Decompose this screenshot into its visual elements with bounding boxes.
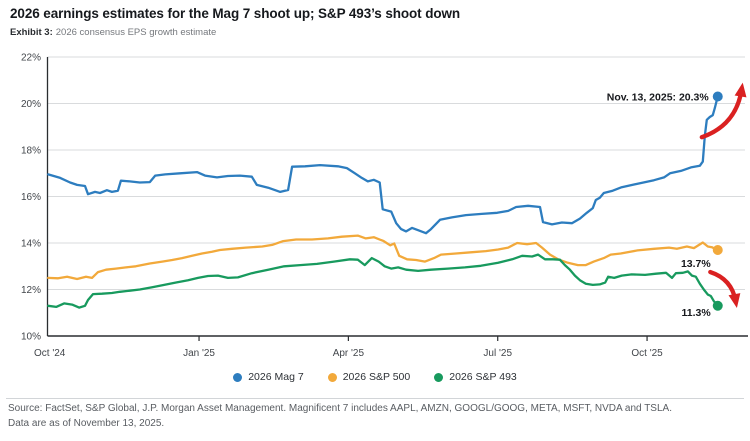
y-tick-label: 14% <box>21 239 41 250</box>
legend-dot-2026-s-p-500 <box>327 372 337 382</box>
x-tick-label: Apr '25 <box>333 348 365 359</box>
footer-divider <box>6 398 744 399</box>
x-tick-label: Jan '25 <box>183 348 215 359</box>
exhibit-label: Exhibit 3: <box>10 27 53 38</box>
series-line-2026-s-p-493 <box>47 253 719 309</box>
end-dot-2026-s-p-500 <box>712 244 723 255</box>
y-tick-label: 18% <box>21 146 41 157</box>
x-tick-label: Jul '25 <box>483 348 512 359</box>
y-tick-label: 20% <box>21 99 41 110</box>
end-label-2026-s-p-493: 11.3% <box>682 307 712 319</box>
page-title: 2026 earnings estimates for the Mag 7 sh… <box>10 6 461 21</box>
chart-legend: 2026 Mag 7 2026 S&P 500 2026 S&P 493 <box>0 371 750 383</box>
sp493-drop-down-arrow-head <box>728 293 741 309</box>
series-line-2026-s-p-500 <box>47 234 719 281</box>
y-tick-label: 10% <box>21 332 41 343</box>
exhibit-text: 2026 consensus EPS growth estimate <box>55 27 217 38</box>
end-dot-2026-mag-7 <box>712 91 723 102</box>
y-tick-label: 22% <box>21 53 41 64</box>
series-line-2026-mag-7 <box>47 95 719 235</box>
as-of-note: Data are as of November 13, 2025. <box>8 418 165 429</box>
x-tick-label: Oct '25 <box>631 348 663 359</box>
y-tick-label: 16% <box>21 192 41 203</box>
legend-item-2026-s-p-493: 2026 S&P 493 <box>434 371 517 383</box>
y-tick-label: 12% <box>21 285 41 296</box>
legend-dot-2026-mag-7 <box>233 372 243 382</box>
legend-label: 2026 S&P 500 <box>342 371 411 383</box>
legend-item-2026-mag-7: 2026 Mag 7 <box>233 371 304 383</box>
legend-item-2026-s-p-500: 2026 S&P 500 <box>327 371 411 383</box>
legend-label: 2026 S&P 493 <box>449 371 517 383</box>
end-label-2026-mag-7: Nov. 13, 2025: 20.3% <box>607 92 710 104</box>
legend-dot-2026-s-p-493 <box>434 372 444 382</box>
end-dot-2026-s-p-493 <box>712 300 723 311</box>
x-tick-label: Oct '24 <box>34 348 66 359</box>
mag7-surge-up-arrow-head <box>734 82 747 98</box>
legend-label: 2026 Mag 7 <box>248 371 304 383</box>
exhibit-subtitle: Exhibit 3: 2026 consensus EPS growth esti… <box>10 27 216 38</box>
source-line: Source: FactSet, S&P Global, J.P. Morgan… <box>8 403 672 414</box>
end-label-2026-s-p-500: 13.7% <box>681 258 711 270</box>
